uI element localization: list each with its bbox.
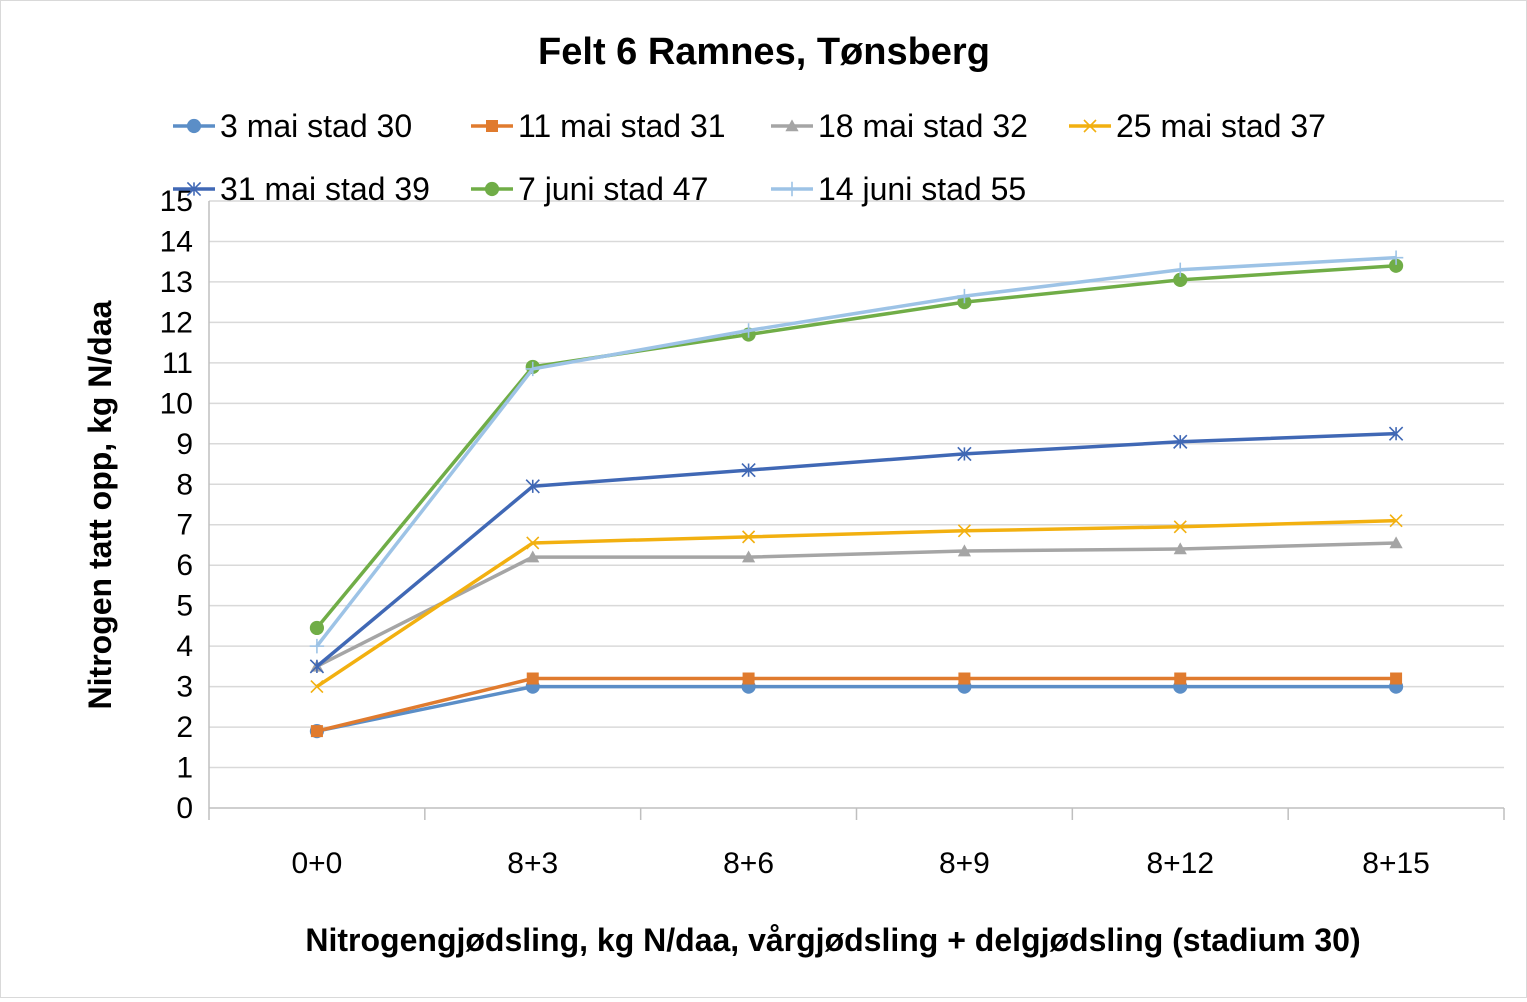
y-tick-label: 2	[176, 711, 193, 744]
series-7	[309, 250, 1404, 654]
legend-label: 31 mai stad 39	[220, 171, 430, 207]
data-point	[309, 620, 325, 636]
x-tick-label: 0+0	[291, 847, 342, 880]
data-point	[310, 725, 323, 738]
data-point	[309, 638, 325, 654]
data-point	[1390, 672, 1403, 685]
legend-item-6: 7 juni stad 47	[471, 171, 708, 207]
y-tick-label: 3	[176, 671, 193, 704]
series-1	[309, 679, 1404, 739]
data-point	[957, 524, 971, 538]
data-point	[741, 462, 756, 478]
series-3	[310, 536, 1403, 672]
legend-marker	[784, 181, 800, 197]
data-point	[525, 479, 540, 494]
legend-marker	[486, 120, 498, 132]
data-point	[1173, 520, 1187, 534]
legend-marker	[484, 181, 500, 197]
y-tick-label: 8	[176, 468, 193, 501]
data-point	[526, 550, 540, 563]
legend-item-4: 25 mai stad 37	[1069, 108, 1326, 144]
legend-marker	[785, 119, 799, 132]
data-point	[1389, 536, 1403, 549]
legend-label: 14 juni stad 55	[818, 171, 1026, 207]
x-axis-title: Nitrogengjødsling, kg N/daa, vårgjødslin…	[305, 922, 1360, 958]
legend-marker	[186, 118, 202, 134]
series-4	[310, 514, 1403, 694]
y-tick-label: 13	[160, 266, 193, 299]
data-point	[1388, 250, 1404, 265]
y-tick-label: 5	[176, 590, 193, 623]
legend-label: 25 mai stad 37	[1116, 108, 1326, 144]
x-tick-label: 8+12	[1146, 847, 1214, 880]
data-point	[1173, 262, 1188, 277]
x-tick-label: 8+3	[507, 847, 558, 880]
y-tick-label: 6	[176, 549, 193, 582]
data-point	[1174, 672, 1187, 685]
legend-item-2: 11 mai stad 31	[471, 108, 726, 144]
data-point	[957, 446, 972, 462]
series-line	[315, 255, 1397, 648]
data-point	[957, 544, 972, 557]
y-tick-label: 7	[176, 509, 193, 542]
axes	[208, 201, 1505, 820]
y-tick-label: 4	[176, 630, 193, 663]
legend-item-1: 3 mai stad 30	[173, 108, 412, 144]
series-5	[309, 426, 1404, 674]
data-point	[742, 530, 756, 544]
x-tick-label: 8+9	[939, 847, 990, 880]
data-point	[1388, 426, 1404, 441]
legend-item-7: 14 juni stad 55	[771, 171, 1026, 207]
data-point	[741, 550, 756, 563]
legend-marker	[186, 181, 202, 197]
y-tick-label: 0	[176, 792, 193, 825]
y-tick-label: 14	[160, 225, 193, 258]
series-line	[315, 518, 1397, 689]
y-tick-label: 1	[176, 752, 193, 785]
legend-label: 11 mai stad 31	[518, 108, 726, 144]
chart-title: Felt 6 Ramnes, Tønsberg	[538, 31, 990, 73]
series-line	[315, 431, 1397, 668]
data-point	[1173, 542, 1187, 555]
series-lines	[309, 250, 1404, 739]
data-point	[526, 536, 540, 550]
legend-item-3: 18 mai stad 32	[771, 108, 1028, 144]
series-line	[316, 541, 1397, 668]
data-point	[1389, 514, 1403, 528]
y-tick-label: 12	[160, 306, 193, 339]
data-point	[1173, 434, 1188, 449]
series-line	[316, 684, 1397, 733]
series-2	[310, 672, 1403, 738]
series-line	[316, 676, 1397, 733]
series-line	[315, 264, 1397, 630]
legend-item-5: 31 mai stad 39	[173, 171, 430, 207]
legend-marker	[1083, 119, 1097, 133]
legend-label: 7 juni stad 47	[518, 171, 708, 207]
y-axis-title: Nitrogen tatt opp, kg N/daa	[82, 300, 118, 709]
data-point	[526, 672, 539, 685]
legend-label: 18 mai stad 32	[818, 108, 1028, 144]
x-tick-label: 8+15	[1362, 847, 1430, 880]
legend-label: 3 mai stad 30	[220, 108, 412, 144]
data-point	[310, 680, 324, 694]
data-point	[525, 361, 540, 377]
gridlines	[209, 200, 1504, 769]
data-point	[957, 288, 972, 304]
data-point	[958, 672, 971, 685]
y-tick-label: 9	[176, 428, 193, 461]
data-point	[309, 659, 325, 674]
x-tick-label: 8+6	[723, 847, 774, 880]
legend: 3 mai stad 30 11 mai stad 31 18 mai stad 3…	[173, 108, 1326, 207]
data-point	[742, 672, 755, 685]
data-point	[741, 323, 756, 338]
y-tick-label: 11	[162, 347, 193, 380]
y-tick-label: 10	[160, 387, 193, 420]
